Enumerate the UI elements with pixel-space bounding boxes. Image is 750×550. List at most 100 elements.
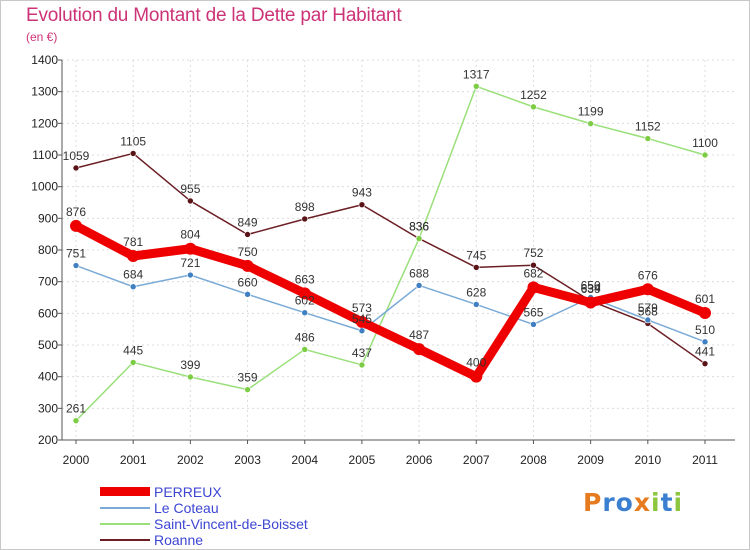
data-point-saint-vincent-de-boisset: [129, 359, 137, 366]
data-point-roanne: [72, 164, 80, 172]
data-point-perreux: [184, 242, 197, 255]
data-label-le-coteau: 650: [581, 279, 601, 293]
data-label-roanne: 752: [523, 246, 543, 260]
data-label-perreux: 750: [238, 245, 258, 259]
chart-title: Evolution du Montant de la Dette par Hab…: [26, 5, 402, 26]
data-label-saint-vincent-de-boisset: 359: [238, 371, 258, 385]
data-point-le-coteau: [244, 291, 251, 298]
data-label-roanne: 836: [409, 220, 429, 234]
data-point-saint-vincent-de-boisset: [701, 151, 709, 159]
x-tick-label: 2007: [463, 453, 490, 467]
logo-letter: i: [651, 488, 661, 517]
data-label-roanne: 745: [466, 248, 486, 262]
data-label-perreux: 781: [123, 235, 143, 249]
data-point-saint-vincent-de-boisset: [530, 103, 537, 111]
data-point-roanne: [358, 201, 366, 209]
y-tick-label: 900: [38, 211, 58, 225]
y-tick-label: 1100: [32, 148, 58, 162]
x-tick-label: 2005: [349, 453, 376, 467]
logo-letter: t: [660, 488, 674, 517]
data-point-saint-vincent-de-boisset: [187, 373, 194, 381]
data-label-saint-vincent-de-boisset: 836: [409, 220, 429, 234]
data-point-le-coteau: [530, 321, 537, 328]
data-point-roanne: [472, 264, 480, 271]
data-label-roanne: 1105: [120, 134, 146, 148]
data-label-le-coteau: 510: [695, 323, 715, 337]
y-tick-label: 300: [38, 401, 58, 415]
data-label-roanne: 955: [180, 182, 200, 196]
x-tick-label: 2011: [692, 453, 718, 467]
data-label-perreux: 573: [352, 301, 372, 315]
data-label-perreux: 804: [180, 228, 200, 242]
data-label-saint-vincent-de-boisset: 486: [295, 330, 315, 344]
y-tick-label: 1400: [31, 53, 58, 67]
y-tick-label: 700: [38, 275, 58, 289]
data-point-saint-vincent-de-boisset: [358, 361, 366, 369]
data-point-le-coteau: [301, 309, 309, 317]
data-point-roanne: [530, 261, 537, 269]
legend-label-roanne: Roanne: [154, 532, 204, 548]
data-label-roanne: 441: [695, 345, 715, 359]
data-label-saint-vincent-de-boisset: 445: [123, 343, 143, 357]
series-line-saint-vincent-de-boisset: [75, 85, 706, 422]
data-point-roanne: [187, 197, 194, 205]
data-label-saint-vincent-de-boisset: 1317: [463, 67, 490, 81]
data-label-perreux: 663: [295, 272, 315, 286]
data-label-le-coteau: 660: [238, 275, 258, 289]
legend-item-le-coteau: Le Coteau: [100, 500, 360, 516]
data-point-roanne: [244, 231, 251, 238]
legend-label-saint-vincent: Saint-Vincent-de-Boisset: [154, 516, 308, 532]
data-point-perreux: [127, 250, 140, 263]
legend: PERREUX Le Coteau Saint-Vincent-de-Boiss…: [100, 484, 360, 548]
legend-swatch-perreux: [100, 487, 150, 496]
data-point-perreux: [70, 219, 82, 232]
data-label-saint-vincent-de-boisset: 1152: [635, 120, 661, 134]
data-label-saint-vincent-de-boisset: 399: [180, 358, 200, 372]
data-label-perreux: 601: [695, 292, 715, 306]
y-tick-label: 800: [38, 243, 58, 257]
data-label-le-coteau: 602: [295, 294, 315, 308]
data-label-le-coteau: 545: [352, 312, 372, 326]
data-point-le-coteau: [701, 338, 709, 346]
chart-subtitle: (en €): [26, 30, 58, 44]
data-label-perreux: 676: [638, 268, 658, 282]
data-label-roanne: 639: [581, 282, 601, 296]
data-point-le-coteau: [358, 327, 366, 335]
data-label-roanne: 1059: [63, 149, 90, 163]
data-label-perreux: 487: [409, 328, 429, 342]
data-label-roanne: 849: [238, 215, 258, 229]
data-point-perreux: [470, 370, 483, 383]
data-point-perreux: [355, 315, 368, 328]
data-label-perreux: 400: [466, 356, 486, 370]
x-tick-label: 2004: [291, 453, 318, 467]
legend-swatch-roanne: [100, 539, 150, 541]
data-label-roanne: 898: [295, 200, 315, 214]
data-point-perreux: [413, 343, 426, 356]
data-point-saint-vincent-de-boisset: [415, 235, 423, 242]
legend-swatch-le-coteau: [100, 507, 150, 509]
data-label-le-coteau: 684: [123, 268, 143, 282]
legend-label-le-coteau: Le Coteau: [154, 500, 219, 516]
data-point-perreux: [584, 296, 597, 309]
data-point-saint-vincent-de-boisset: [644, 135, 652, 142]
data-point-saint-vincent-de-boisset: [301, 346, 309, 353]
x-tick-label: 2009: [577, 453, 604, 467]
data-point-perreux: [527, 281, 540, 294]
data-point-roanne: [129, 150, 137, 157]
logo-letter: o: [615, 488, 634, 517]
y-tick-label: 400: [38, 370, 58, 384]
logo-letter: i: [673, 488, 684, 517]
data-point-le-coteau: [644, 316, 652, 324]
y-tick-label: 1200: [31, 116, 58, 130]
data-point-perreux: [641, 283, 654, 296]
proxiti-logo: Proxiti: [583, 488, 683, 517]
data-label-saint-vincent-de-boisset: 261: [66, 402, 86, 416]
series-line-perreux: [71, 221, 710, 382]
x-tick-label: 2001: [120, 453, 147, 467]
series-line-le-coteau: [75, 264, 706, 343]
logo-letter: r: [602, 488, 616, 517]
data-label-perreux: 634: [581, 282, 601, 296]
x-tick-label: 2000: [63, 453, 90, 467]
